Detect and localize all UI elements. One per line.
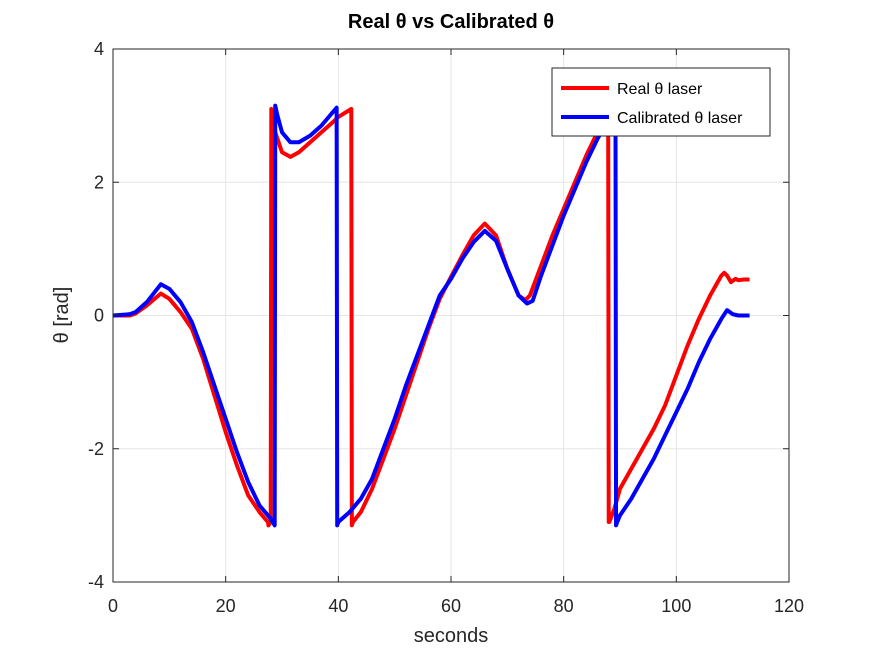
y-tick-label: -2 <box>88 439 104 459</box>
x-tick-label: 0 <box>108 596 118 616</box>
x-tick-label: 80 <box>554 596 574 616</box>
x-tick-label: 60 <box>441 596 461 616</box>
legend-label-real: Real θ laser <box>617 81 703 98</box>
legend: Real θ laser Calibrated θ laser <box>551 67 771 137</box>
series-layer <box>112 103 750 528</box>
y-tick-label: 4 <box>94 39 104 59</box>
series-line-calibrated-theta <box>112 103 750 528</box>
y-tick-label: 2 <box>94 172 104 192</box>
y-tick-label: -4 <box>88 572 104 592</box>
x-tick-label: 20 <box>216 596 236 616</box>
legend-label-calibrated: Calibrated θ laser <box>617 110 743 127</box>
y-axis-label: θ [rad] <box>51 287 73 344</box>
legend-box <box>551 67 771 137</box>
x-tick-label: 40 <box>328 596 348 616</box>
y-tick-label: 0 <box>94 306 104 326</box>
x-tick-label: 100 <box>661 596 691 616</box>
x-tick-label: 120 <box>774 596 804 616</box>
ticks: 0 20 40 60 80 100 120 -4 -2 0 2 4 <box>88 39 804 616</box>
x-axis-label: seconds <box>414 625 489 647</box>
chart-title: Real θ vs Calibrated θ <box>348 11 554 33</box>
